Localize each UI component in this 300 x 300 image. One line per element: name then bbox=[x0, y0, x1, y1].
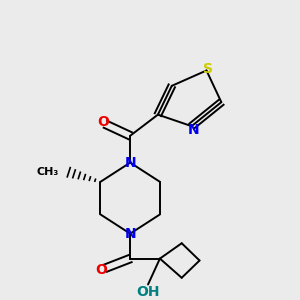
Text: N: N bbox=[124, 226, 136, 241]
Text: O: O bbox=[98, 115, 110, 129]
Text: CH₃: CH₃ bbox=[37, 167, 59, 177]
Text: OH: OH bbox=[136, 285, 160, 299]
Text: N: N bbox=[124, 156, 136, 170]
Text: S: S bbox=[203, 61, 214, 76]
Text: N: N bbox=[188, 123, 200, 137]
Text: O: O bbox=[95, 263, 107, 277]
